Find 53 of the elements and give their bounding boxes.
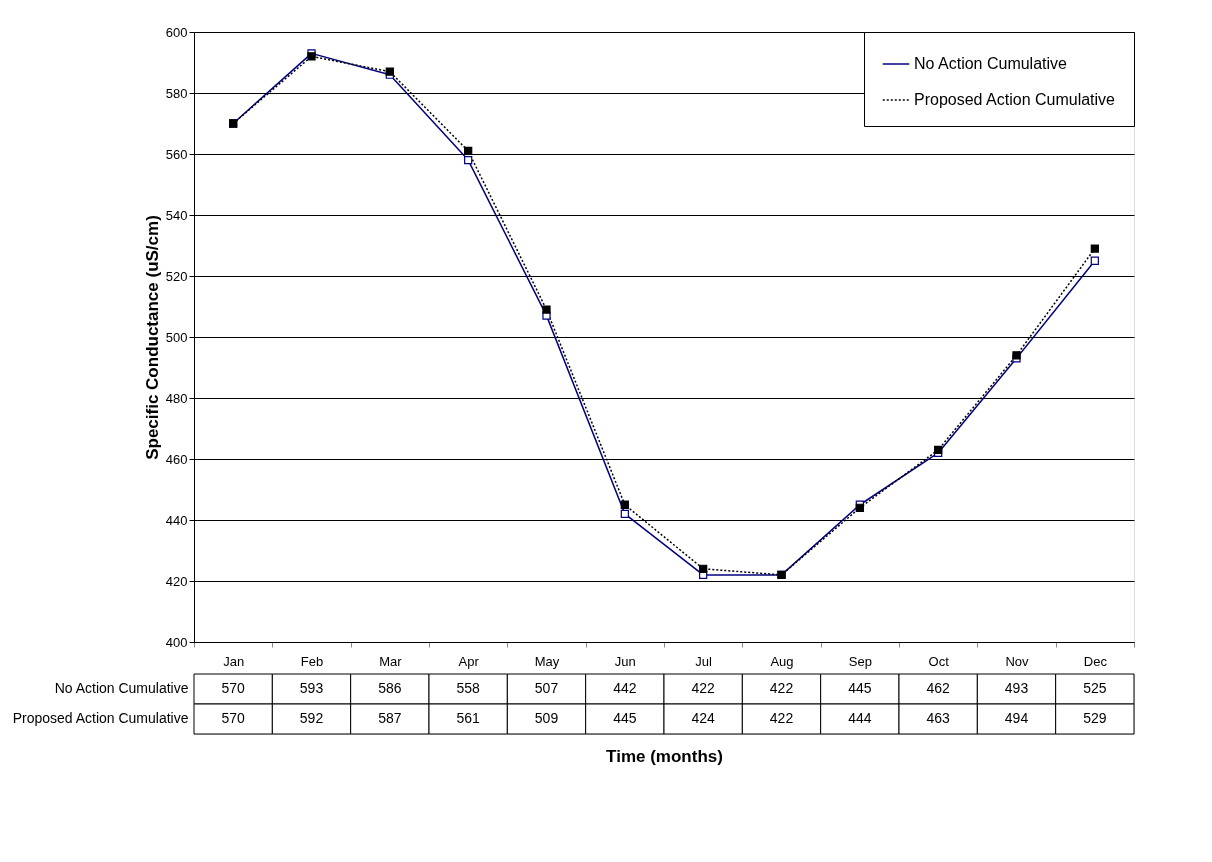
y-tick-label: 540 (165, 207, 188, 223)
x-tick-label: Oct (928, 653, 950, 669)
y-tick-label: 580 (165, 85, 188, 101)
x-tick-label: Nov (1005, 653, 1030, 669)
data-label: 494 (1004, 710, 1029, 726)
data-label: 422 (691, 680, 716, 696)
data-label: 445 (848, 680, 872, 696)
data-label: 558 (456, 680, 481, 696)
y-tick-label: 480 (165, 390, 188, 406)
legend-label: Proposed Action Cumulative (914, 91, 1116, 108)
data-label: 444 (848, 710, 872, 726)
data-label: 463 (926, 710, 951, 726)
data-label: 493 (1004, 680, 1029, 696)
y-tick-label: 560 (165, 146, 188, 162)
x-tick-label: Aug (770, 653, 794, 669)
data-label: 445 (613, 710, 637, 726)
x-tick-label: May (534, 653, 560, 669)
text: Proposed Action Cumulative (12, 710, 189, 726)
x-tick-label: Mar (379, 653, 403, 669)
x-tick-label: Apr (458, 653, 480, 669)
legend-label: No Action Cumulative (914, 55, 1068, 72)
x-tick-label: Jun (614, 653, 636, 669)
data-label: 586 (378, 680, 402, 696)
x-tick-label: Feb (300, 653, 324, 669)
x-tick-label: Jul (695, 653, 713, 669)
y-tick-label: 520 (165, 268, 188, 284)
data-label: 529 (1083, 710, 1107, 726)
data-label: 592 (299, 710, 324, 726)
data-label: 587 (378, 710, 402, 726)
data-label: 424 (691, 710, 716, 726)
text: No Action Cumulative (54, 680, 189, 696)
x-tick-label: Sep (848, 653, 872, 669)
y-axis-title: Specific Conductance (uS/cm) (142, 215, 162, 460)
data-label: 422 (769, 710, 794, 726)
y-tick-label: 500 (165, 329, 188, 345)
data-label: 507 (534, 680, 559, 696)
y-tick-label: 460 (165, 451, 188, 467)
data-label: 593 (299, 680, 324, 696)
data-label: 525 (1083, 680, 1107, 696)
x-axis-title: Time (months) (606, 746, 723, 766)
y-tick-label: 420 (165, 573, 188, 589)
data-label: 561 (456, 710, 481, 726)
y-tick-label: 440 (165, 512, 188, 528)
x-tick-label: Jan (223, 653, 245, 669)
data-label: 570 (221, 680, 246, 696)
x-tick-label: Dec (1083, 653, 1108, 669)
data-label: 570 (221, 710, 246, 726)
data-label: 442 (613, 680, 637, 696)
y-tick-label: 600 (165, 24, 188, 40)
data-label: 462 (926, 680, 951, 696)
data-label: 509 (534, 710, 559, 726)
y-tick-label: 400 (165, 634, 188, 650)
data-label: 422 (769, 680, 794, 696)
